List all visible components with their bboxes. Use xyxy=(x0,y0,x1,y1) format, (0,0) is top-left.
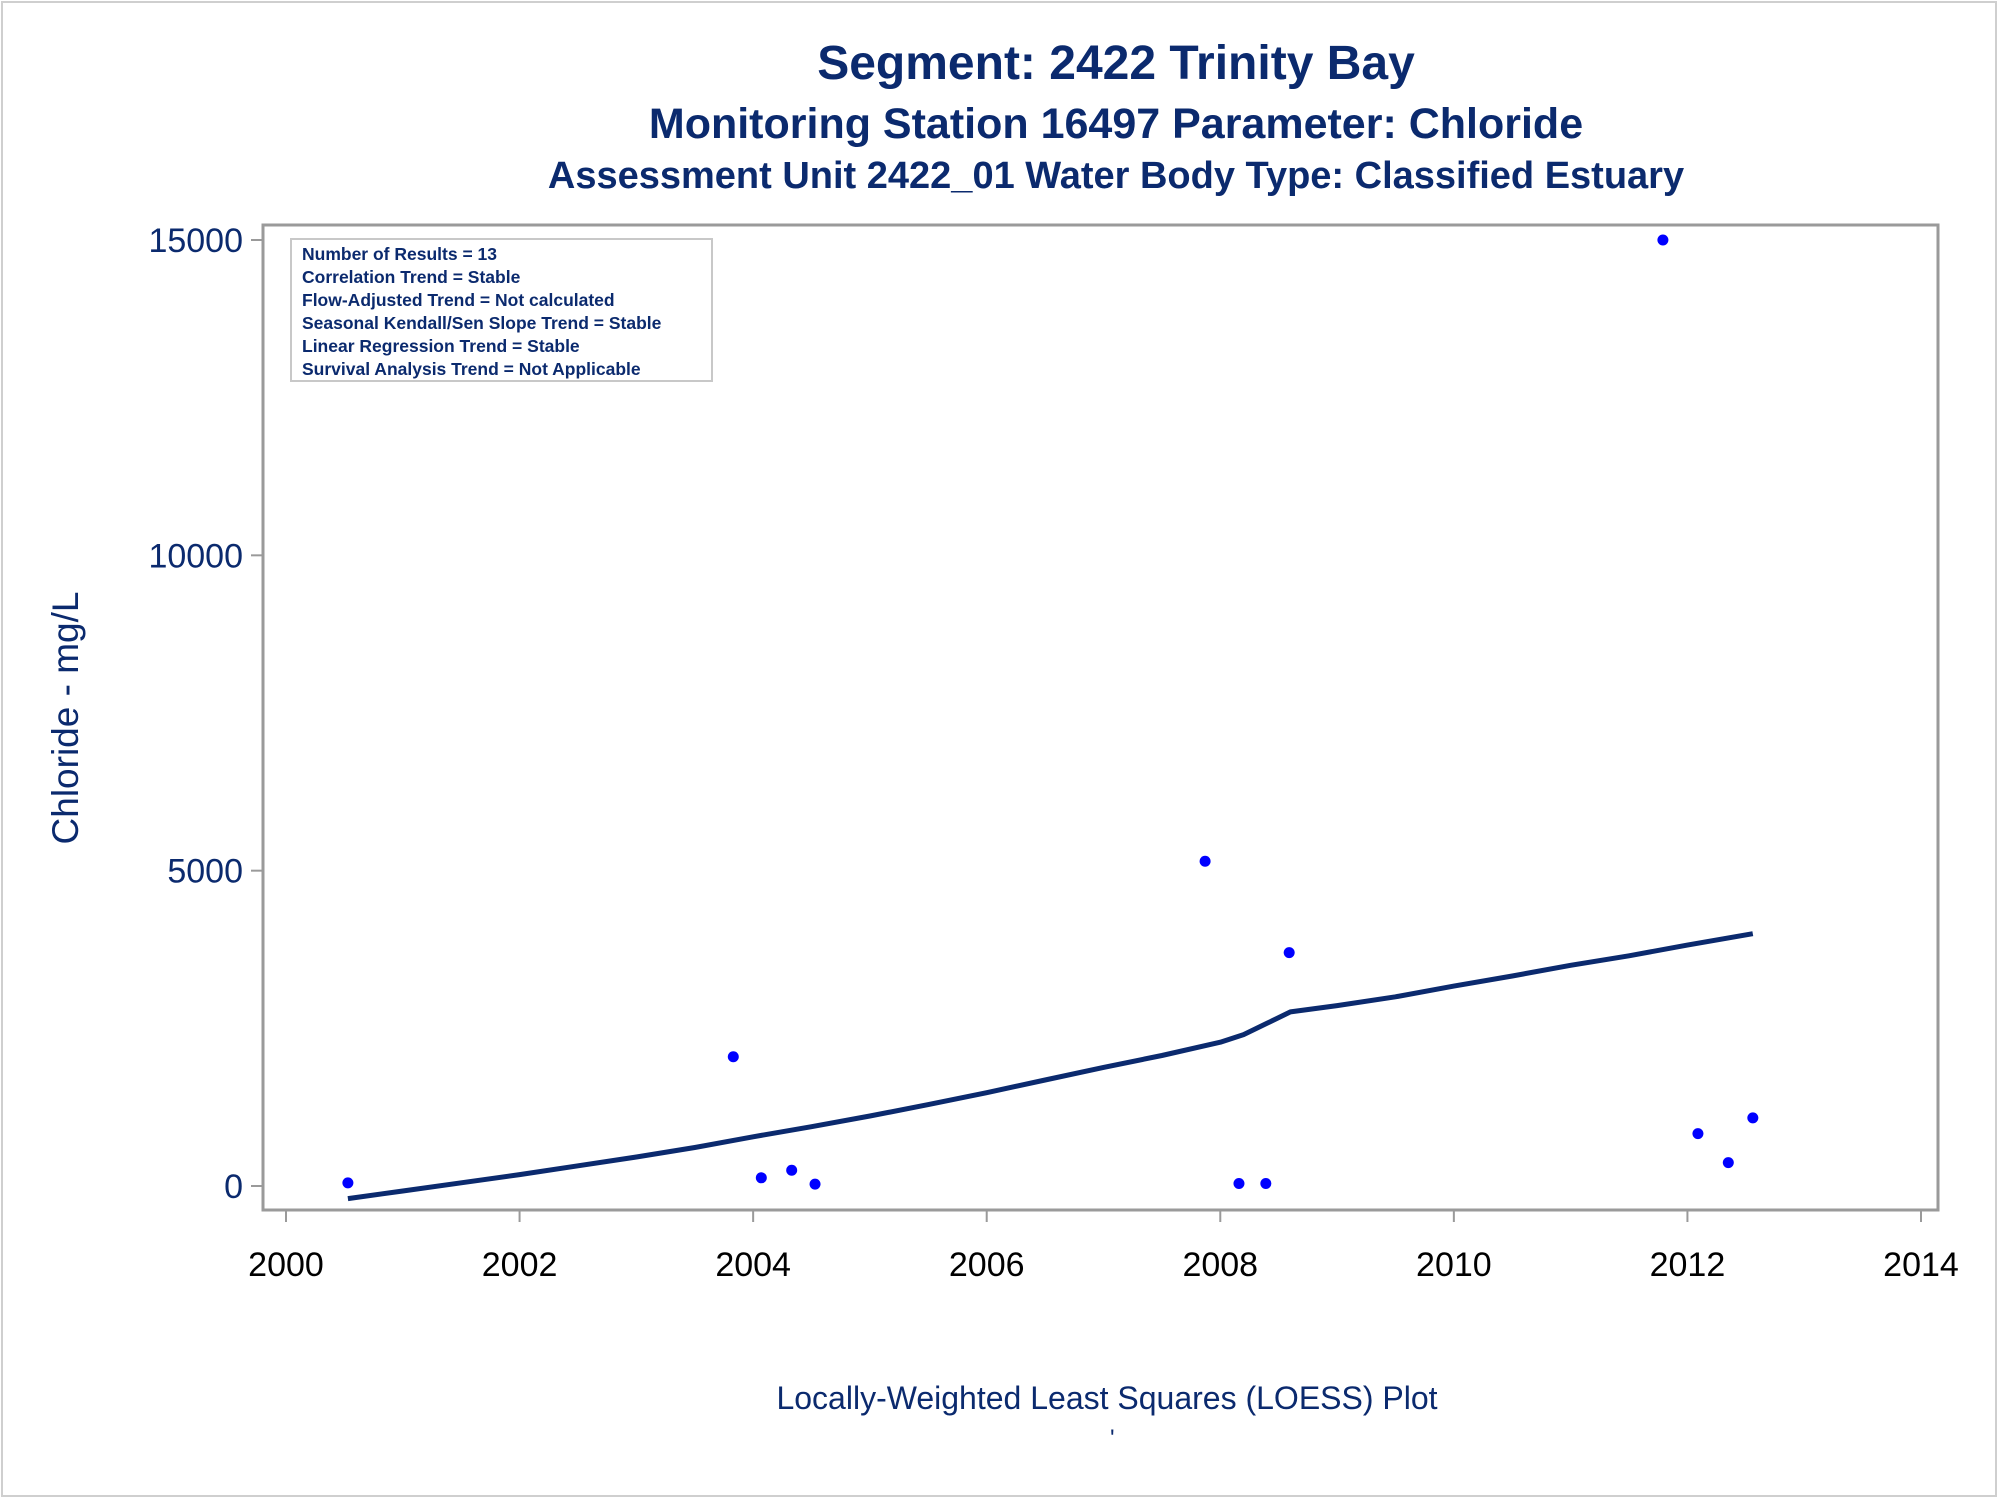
y-axis-label: Chloride - mg/L xyxy=(45,592,86,845)
chart-title: Segment: 2422 Trinity Bay xyxy=(817,37,1415,90)
data-point xyxy=(1722,1157,1734,1169)
stat-linear-regression-trend: Linear Regression Trend = Stable xyxy=(302,336,580,356)
plot-footnote: Locally-Weighted Least Squares (LOESS) P… xyxy=(776,1380,1438,1416)
y-tick-label: 5000 xyxy=(167,853,243,891)
x-tick-label: 2008 xyxy=(1182,1246,1258,1284)
data-point xyxy=(1283,947,1295,959)
y-tick-label: 10000 xyxy=(148,537,243,575)
stat-correlation-trend: Correlation Trend = Stable xyxy=(302,267,521,287)
data-point xyxy=(727,1051,739,1063)
y-tick-label: 0 xyxy=(224,1168,243,1206)
data-point xyxy=(1747,1112,1759,1124)
stat-flow-adjusted-trend: Flow-Adjusted Trend = Not calculated xyxy=(302,290,615,310)
stat-survival-analysis-trend: Survival Analysis Trend = Not Applicable xyxy=(302,359,641,379)
data-point xyxy=(1233,1177,1245,1189)
x-tick-label: 2004 xyxy=(715,1246,791,1284)
chart-subtitle-assessment: Assessment Unit 2422_01 Water Body Type:… xyxy=(547,155,1685,197)
stat-seasonal-kendall-trend: Seasonal Kendall/Sen Slope Trend = Stabl… xyxy=(302,313,662,333)
stat-number-of-results: Number of Results = 13 xyxy=(302,244,497,264)
data-point xyxy=(786,1164,798,1176)
data-point xyxy=(1657,234,1669,246)
data-point xyxy=(1260,1177,1272,1189)
loess-line xyxy=(347,931,1754,1202)
y-tick-label: 15000 xyxy=(148,222,243,260)
data-point xyxy=(755,1172,767,1184)
x-tick-label: 2010 xyxy=(1416,1246,1492,1284)
x-tick-label: 2006 xyxy=(949,1246,1025,1284)
data-point xyxy=(1199,855,1211,867)
data-point xyxy=(809,1178,821,1190)
data-point xyxy=(342,1177,354,1189)
x-tick-label: 2000 xyxy=(248,1246,324,1284)
chart-subtitle-station: Monitoring Station 16497 Parameter: Chlo… xyxy=(648,100,1584,148)
x-tick-label: 2012 xyxy=(1650,1246,1726,1284)
x-tick-label: 2002 xyxy=(482,1246,558,1284)
stats-legend-box: Number of Results = 13 Correlation Trend… xyxy=(290,238,713,382)
footnote-mark: ' xyxy=(1110,1425,1115,1452)
data-point xyxy=(1692,1128,1704,1140)
x-tick-label: 2014 xyxy=(1883,1246,1959,1284)
